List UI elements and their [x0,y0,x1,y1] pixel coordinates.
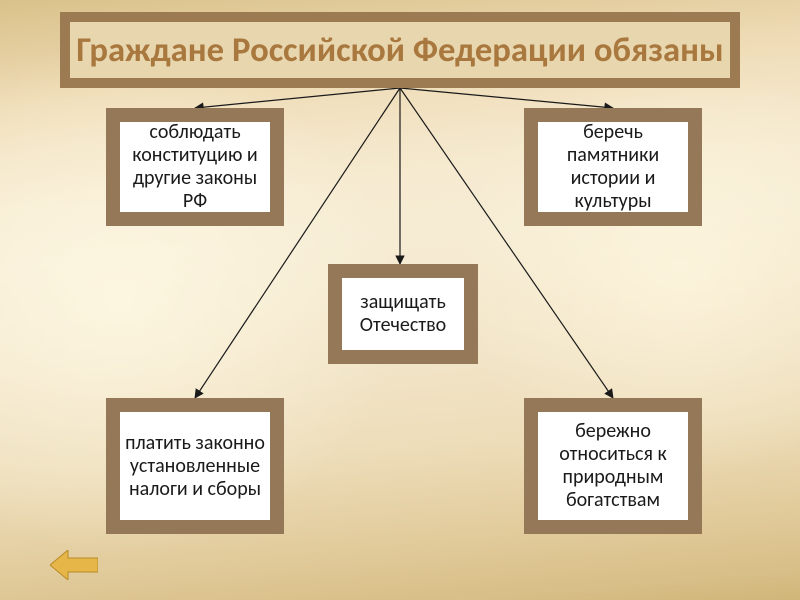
node-n3: защищать Отечество [328,264,478,364]
title-box: Граждане Российской Федерации обязаны [60,12,740,88]
node-text-n3: защищать Отечество [342,291,464,337]
node-n1: соблюдать конституцию и другие законы РФ [106,108,284,226]
node-text-n5: бережно относиться к природным богатства… [538,420,688,512]
back-button[interactable] [50,550,98,580]
node-text-n2: беречь памятники истории и культуры [538,121,688,213]
node-n5: бережно относиться к природным богатства… [524,398,702,534]
node-n4: платить законно установленные налоги и с… [106,398,284,534]
node-n2: беречь памятники истории и культуры [524,108,702,226]
node-text-n4: платить законно установленные налоги и с… [120,432,270,501]
node-text-n1: соблюдать конституцию и другие законы РФ [120,121,270,213]
title-text: Граждане Российской Федерации обязаны [76,31,723,69]
